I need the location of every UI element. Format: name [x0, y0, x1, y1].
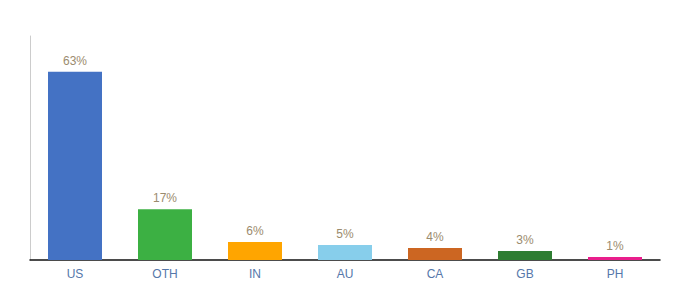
svg-text:US: US: [67, 267, 84, 281]
svg-text:AU: AU: [337, 267, 354, 281]
svg-text:GB: GB: [516, 267, 533, 281]
svg-text:IN: IN: [249, 267, 261, 281]
svg-text:4%: 4%: [426, 230, 444, 244]
svg-text:3%: 3%: [516, 233, 534, 247]
svg-text:5%: 5%: [336, 227, 354, 241]
svg-text:PH: PH: [607, 267, 624, 281]
svg-text:17%: 17%: [153, 191, 177, 205]
svg-text:OTH: OTH: [152, 267, 177, 281]
svg-text:CA: CA: [427, 267, 444, 281]
svg-text:6%: 6%: [246, 224, 264, 238]
svg-text:1%: 1%: [606, 239, 624, 253]
svg-text:63%: 63%: [63, 54, 87, 68]
